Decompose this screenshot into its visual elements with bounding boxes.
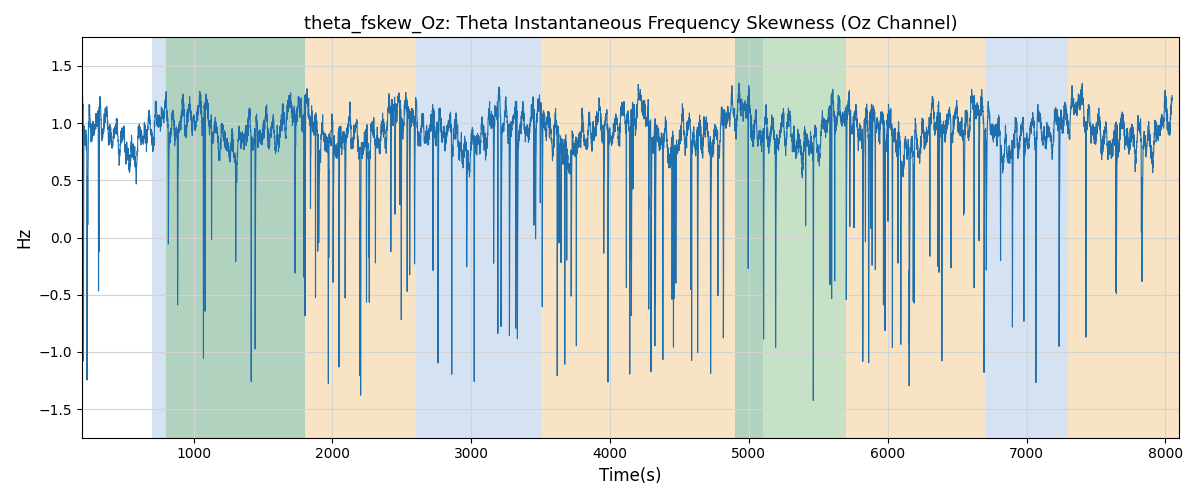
Bar (985, 38, 1068, 438)
Bar (736, 38, 763, 438)
Bar (166, 38, 305, 438)
Y-axis label: Hz: Hz (14, 227, 32, 248)
X-axis label: Time(s): Time(s) (599, 467, 662, 485)
Bar (541, 38, 736, 438)
Bar (1068, 38, 1180, 438)
Bar (846, 38, 985, 438)
Bar (305, 38, 415, 438)
Bar (152, 38, 305, 438)
Bar (736, 38, 846, 438)
Title: theta_fskew_Oz: Theta Instantaneous Frequency Skewness (Oz Channel): theta_fskew_Oz: Theta Instantaneous Freq… (304, 15, 958, 34)
Bar (415, 38, 541, 438)
